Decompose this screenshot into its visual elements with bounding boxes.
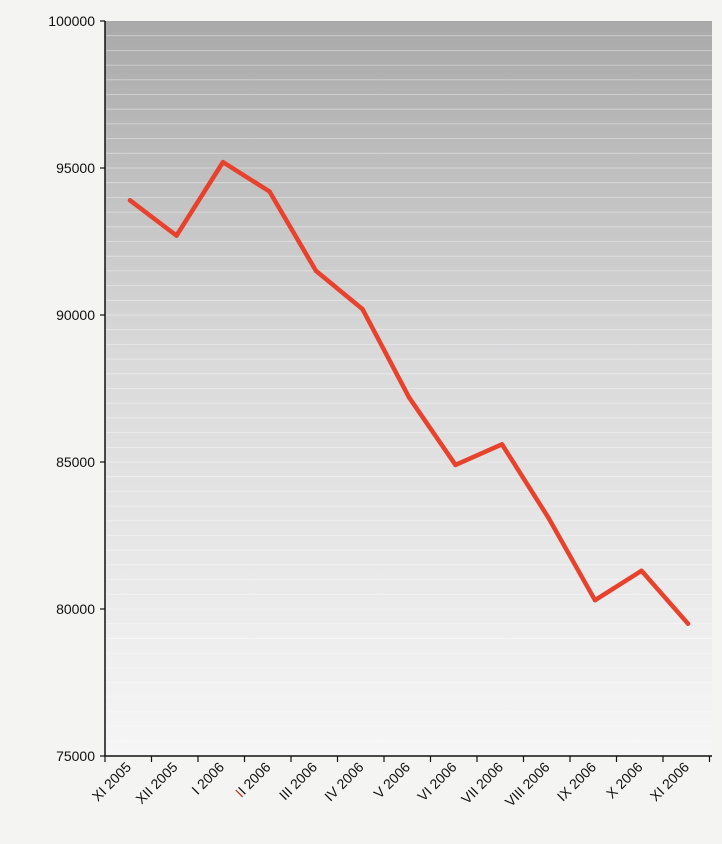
y-tick-label: 85000 xyxy=(56,454,95,470)
y-tick-label: 75000 xyxy=(56,748,95,764)
y-tick-label: 90000 xyxy=(56,307,95,323)
x-tick-label: XI 2006 xyxy=(647,759,693,805)
data-point xyxy=(267,189,272,194)
x-tick-label: II 2006 xyxy=(232,759,274,801)
y-tick-label: 95000 xyxy=(56,160,95,176)
x-tick-label: XII 2005 xyxy=(132,759,180,807)
data-point xyxy=(127,198,133,203)
data-point xyxy=(592,597,598,603)
y-tick-labels: 100000 95000 90000 85000 80000 75000 xyxy=(48,13,105,764)
data-point xyxy=(174,233,179,238)
x-tick-label: IV 2006 xyxy=(321,759,367,805)
plot-area xyxy=(105,21,712,756)
x-tick-label: VIII 2006 xyxy=(502,759,553,810)
y-tick-label: 80000 xyxy=(56,601,95,617)
x-tick-label: XI 2005 xyxy=(89,759,135,805)
data-point xyxy=(406,395,412,400)
gridlines xyxy=(106,35,712,742)
data-point xyxy=(220,159,226,165)
y-tick-label: 100000 xyxy=(48,13,95,29)
data-point xyxy=(546,515,551,521)
x-tick-label: III 2006 xyxy=(276,759,320,803)
data-point xyxy=(360,306,365,312)
data-point xyxy=(685,621,691,626)
data-point xyxy=(453,462,458,468)
x-tick-label: V 2006 xyxy=(370,759,413,802)
x-tick-label: X 2006 xyxy=(603,759,646,802)
data-point xyxy=(639,568,644,573)
x-tick-label: VI 2006 xyxy=(414,759,460,805)
x-tick-label: I 2006 xyxy=(188,759,227,798)
x-tick-label: IX 2006 xyxy=(554,759,600,805)
data-point xyxy=(499,442,505,447)
data-point xyxy=(313,268,319,274)
series-layer xyxy=(127,159,691,626)
x-tick-label: VII 2006 xyxy=(458,759,506,807)
axes xyxy=(104,21,712,757)
